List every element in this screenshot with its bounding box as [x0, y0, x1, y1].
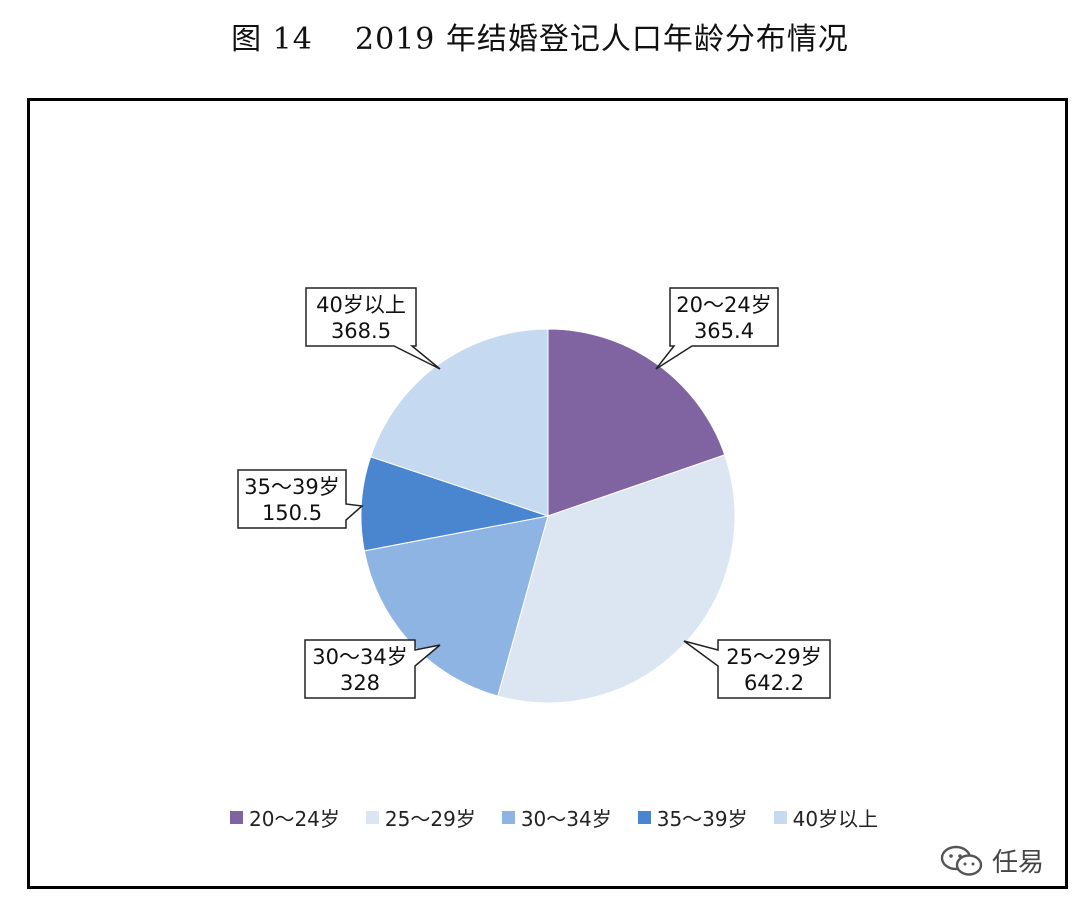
callout-value-label: 150.5: [262, 501, 322, 525]
legend-item-3: 30～34岁: [501, 803, 612, 832]
legend-item-4: 35～39岁: [637, 803, 748, 832]
legend-swatch: [365, 811, 379, 824]
pie-slice-1: [547, 328, 726, 517]
legend-item-1: 20～24岁: [230, 803, 340, 832]
callout-value-label: 365.4: [694, 319, 754, 343]
legend: 20～24岁 25～29岁 30～34岁 35～39岁 40岁以上: [230, 803, 878, 832]
callout-box-4: [237, 469, 364, 529]
callout-value-label: 368.5: [331, 319, 391, 343]
wechat-icon: [940, 845, 983, 876]
callout-value-label: 642.2: [744, 671, 804, 695]
callout-category-label: 40岁以上: [316, 293, 406, 317]
legend-label: 20～24岁: [249, 807, 340, 831]
watermark: 任易: [940, 842, 1044, 879]
legend-label: 35～39岁: [656, 807, 748, 831]
legend-label: 30～34岁: [520, 807, 612, 831]
legend-swatch: [637, 811, 651, 824]
callout-category-label: 25～29岁: [726, 645, 821, 669]
callout-box-1: [655, 287, 779, 370]
figure-title: 图 14 2019 年结婚登记人口年龄分布情况: [231, 22, 849, 57]
callout-box-3: [304, 639, 441, 699]
callout-category-label: 30～34岁: [312, 645, 407, 669]
legend-swatch: [230, 811, 243, 824]
chart-frame: [27, 98, 1068, 889]
legend-label: 40岁以上: [792, 807, 879, 831]
pie-slice-5: [369, 328, 549, 517]
pie-slice-2: [497, 454, 736, 704]
legend-label: 25～29岁: [384, 807, 476, 831]
legend-item-2: 25～29岁: [365, 803, 476, 832]
callout-value-label: 328: [340, 671, 380, 695]
legend-item-5: 40岁以上: [773, 803, 879, 832]
callout-category-label: 35～39岁: [244, 475, 339, 499]
callout-box-2: [683, 639, 831, 699]
legend-swatch: [501, 811, 515, 824]
callout-box-5: [305, 287, 441, 370]
callout-category-label: 20～24岁: [676, 293, 771, 317]
pie-slice-4: [360, 456, 550, 552]
legend-swatch: [773, 811, 787, 824]
watermark-text: 任易: [991, 848, 1044, 878]
